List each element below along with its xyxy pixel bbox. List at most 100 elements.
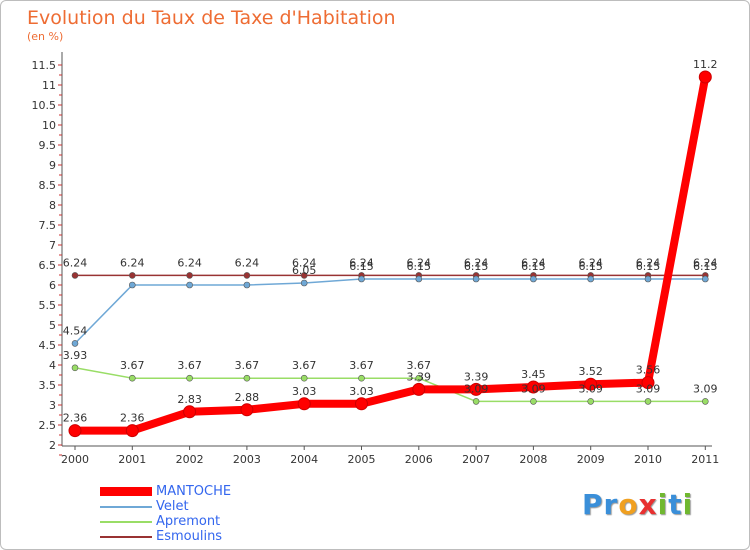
x-tick-label: 2008 — [519, 453, 547, 466]
data-label-apremont: 3.67 — [407, 359, 432, 372]
data-point-esmoulins — [71, 272, 79, 279]
data-label-esmoulins: 6.24 — [63, 256, 88, 269]
data-label-velet: 6.05 — [292, 264, 317, 277]
data-label-velet: 6.15 — [349, 260, 374, 273]
logo-letter: r — [603, 488, 619, 521]
data-point-velet — [186, 281, 193, 289]
y-tick-label: 5 — [49, 319, 56, 332]
y-tick-label: 8.5 — [39, 179, 57, 192]
x-tick-label: 2005 — [348, 453, 376, 466]
data-label-esmoulins: 6.24 — [120, 256, 145, 269]
data-label-mantoche: 3.39 — [464, 370, 489, 383]
data-point-apremont — [472, 398, 480, 405]
data-label-velet: 6.15 — [464, 260, 489, 273]
data-label-mantoche: 3.56 — [636, 364, 661, 377]
data-point-apremont — [71, 364, 79, 372]
y-tick-label: 9 — [49, 159, 56, 172]
data-label-esmoulins: 6.24 — [521, 256, 546, 269]
data-point-velet — [358, 275, 365, 283]
data-label-esmoulins: 6.24 — [407, 256, 432, 269]
legend-label: MANTOCHE — [156, 484, 232, 499]
chart-title: Evolution du Taux de Taxe d'Habitation — [27, 7, 396, 29]
x-tick-label: 2006 — [405, 453, 433, 466]
data-point-esmoulins — [186, 272, 193, 279]
data-label-apremont: 3.09 — [521, 382, 546, 395]
legend-swatch — [100, 505, 152, 508]
y-tick-label: 10 — [42, 119, 56, 132]
x-tick-label: 2004 — [290, 453, 318, 466]
legend-swatch — [100, 535, 152, 538]
data-point-velet — [243, 281, 251, 289]
y-tick-label: 7.5 — [39, 219, 57, 232]
data-label-esmoulins: 6.24 — [292, 256, 317, 269]
data-label-mantoche: 3.39 — [407, 370, 432, 383]
logo-letter: t — [668, 488, 683, 521]
data-point-velet — [415, 275, 423, 283]
data-label-apremont: 3.67 — [292, 359, 317, 372]
data-point-mantoche — [698, 70, 712, 84]
logo-letter: i — [657, 488, 669, 521]
y-tick-label: 10.5 — [32, 99, 57, 112]
data-point-apremont — [415, 374, 423, 382]
logo-letter: i — [682, 488, 694, 521]
data-label-apremont: 3.67 — [120, 359, 145, 372]
data-label-esmoulins: 6.24 — [464, 256, 489, 269]
y-tick-label: 7 — [49, 239, 56, 252]
data-point-velet — [129, 281, 136, 289]
data-point-mantoche — [526, 380, 540, 394]
legend-item-mantoche: MANTOCHE — [100, 484, 231, 499]
legend-item-esmoulins: Esmoulins — [100, 529, 231, 544]
data-point-mantoche — [641, 376, 655, 390]
legend-swatch — [100, 520, 152, 523]
y-tick-label: 8 — [49, 199, 56, 212]
y-tick-label: 4.5 — [39, 339, 57, 352]
x-tick-label: 2003 — [233, 453, 261, 466]
data-point-mantoche — [412, 382, 426, 396]
data-point-velet — [587, 275, 595, 283]
data-point-velet — [701, 275, 709, 283]
data-point-velet — [300, 279, 308, 287]
series-line-velet — [74, 278, 706, 344]
data-point-velet — [644, 275, 652, 283]
data-point-mantoche — [355, 397, 368, 411]
data-point-velet — [530, 275, 537, 283]
data-label-mantoche: 3.03 — [292, 385, 317, 398]
data-label-apremont: 3.67 — [177, 359, 202, 372]
legend-item-velet: Velet — [100, 499, 231, 514]
data-label-mantoche: 11.2 — [693, 58, 718, 71]
y-axis-unit-label: (en %) — [27, 30, 64, 43]
data-point-mantoche — [125, 424, 139, 438]
data-point-mantoche — [297, 397, 311, 411]
data-point-velet — [71, 340, 79, 347]
x-tick-label: 2009 — [577, 453, 605, 466]
proxiti-logo: Proxiti — [582, 488, 693, 521]
data-point-velet — [472, 275, 480, 283]
data-label-velet: 6.15 — [636, 260, 661, 273]
legend-label: Velet — [156, 499, 189, 514]
data-label-esmoulins: 6.24 — [636, 256, 661, 269]
x-tick-label: 2011 — [691, 453, 719, 466]
legend-label: Apremont — [156, 514, 221, 529]
y-tick-label: 4 — [49, 359, 56, 372]
data-label-velet: 6.15 — [578, 260, 603, 273]
y-tick-label: 6.5 — [39, 259, 57, 272]
legend-item-apremont: Apremont — [100, 514, 231, 529]
legend-swatch — [100, 487, 152, 496]
data-point-mantoche — [183, 405, 197, 419]
data-point-apremont — [587, 398, 595, 405]
y-tick-label: 3 — [49, 399, 56, 412]
data-point-apremont — [530, 398, 537, 405]
y-tick-label: 2 — [49, 439, 56, 452]
data-label-mantoche: 3.52 — [578, 365, 603, 378]
data-label-apremont: 3.09 — [578, 382, 603, 395]
data-point-apremont — [186, 374, 193, 382]
data-point-mantoche — [469, 382, 483, 396]
y-tick-label: 5.5 — [39, 299, 57, 312]
data-point-mantoche — [584, 377, 598, 391]
logo-letter: o — [618, 488, 639, 521]
data-label-mantoche: 3.45 — [521, 368, 546, 381]
data-label-mantoche: 2.36 — [120, 412, 145, 425]
data-label-esmoulins: 6.24 — [177, 256, 202, 269]
data-point-apremont — [701, 398, 709, 405]
